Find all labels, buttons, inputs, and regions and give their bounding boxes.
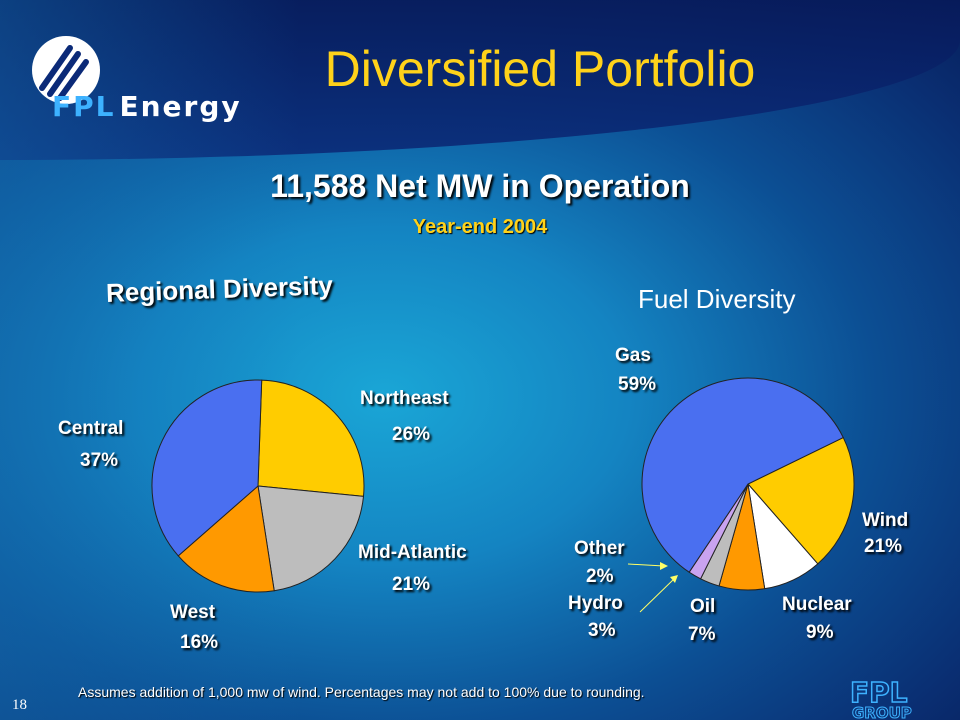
regional-pie-chart xyxy=(151,379,365,593)
year-end-label: Year-end 2004 xyxy=(412,216,548,238)
value-hydro: 3% xyxy=(588,620,616,641)
pie-slice-west xyxy=(177,485,275,593)
label-northeast: Northeast xyxy=(360,388,449,409)
footnote: Assumes addition of 1,000 mw of wind. Pe… xyxy=(78,684,645,700)
page-number: 18 xyxy=(12,697,27,713)
logo-wordmark: FPL Energy xyxy=(52,90,242,123)
page-subtitle: 11,588 Net MW in Operation xyxy=(270,168,690,204)
page-title: Diversified Portfolio xyxy=(324,41,756,97)
fpl-energy-logo xyxy=(32,36,100,104)
group-logo-line2: GROUP xyxy=(852,704,912,720)
value-central: 37% xyxy=(80,450,119,471)
fuel-pie-chart xyxy=(641,377,855,591)
label-nuclear: Nuclear xyxy=(782,594,852,615)
value-other: 2% xyxy=(586,566,614,587)
label-central: Central xyxy=(58,418,124,439)
logo-fpl-text: FPL xyxy=(52,90,116,123)
fpl-group-logo: FPL GROUP xyxy=(849,676,912,720)
pie-slice-wind xyxy=(747,436,855,565)
pie-slice-mid-atlantic xyxy=(257,485,365,592)
value-wind: 21% xyxy=(864,536,903,557)
value-gas: 59% xyxy=(618,374,657,395)
pie-slice-northeast xyxy=(257,379,365,497)
label-west: West xyxy=(170,602,216,623)
label-mid-atlantic: Mid-Atlantic xyxy=(358,542,467,563)
logo-energy-text: Energy xyxy=(119,90,242,123)
leader-line-other xyxy=(627,563,665,567)
leader-arrow-hydro xyxy=(670,575,678,583)
value-west: 16% xyxy=(180,632,219,653)
label-gas: Gas xyxy=(615,345,651,366)
value-nuclear: 9% xyxy=(806,622,834,643)
pie-slice-gas xyxy=(641,377,844,573)
pie-slice-central xyxy=(151,379,263,557)
label-oil: Oil xyxy=(690,596,716,617)
label-wind: Wind xyxy=(862,510,909,531)
label-hydro: Hydro xyxy=(568,593,623,614)
value-oil: 7% xyxy=(688,624,716,645)
value-northeast: 26% xyxy=(392,424,431,445)
fuel-chart-title: Fuel Diversity xyxy=(638,284,796,314)
label-other: Other xyxy=(574,538,625,559)
leader-arrow-other xyxy=(660,562,668,570)
value-mid-atlantic: 21% xyxy=(392,574,431,595)
background-accent xyxy=(0,0,300,720)
leader-line-hydro xyxy=(639,577,676,613)
group-logo-line1: FPL xyxy=(850,676,908,709)
